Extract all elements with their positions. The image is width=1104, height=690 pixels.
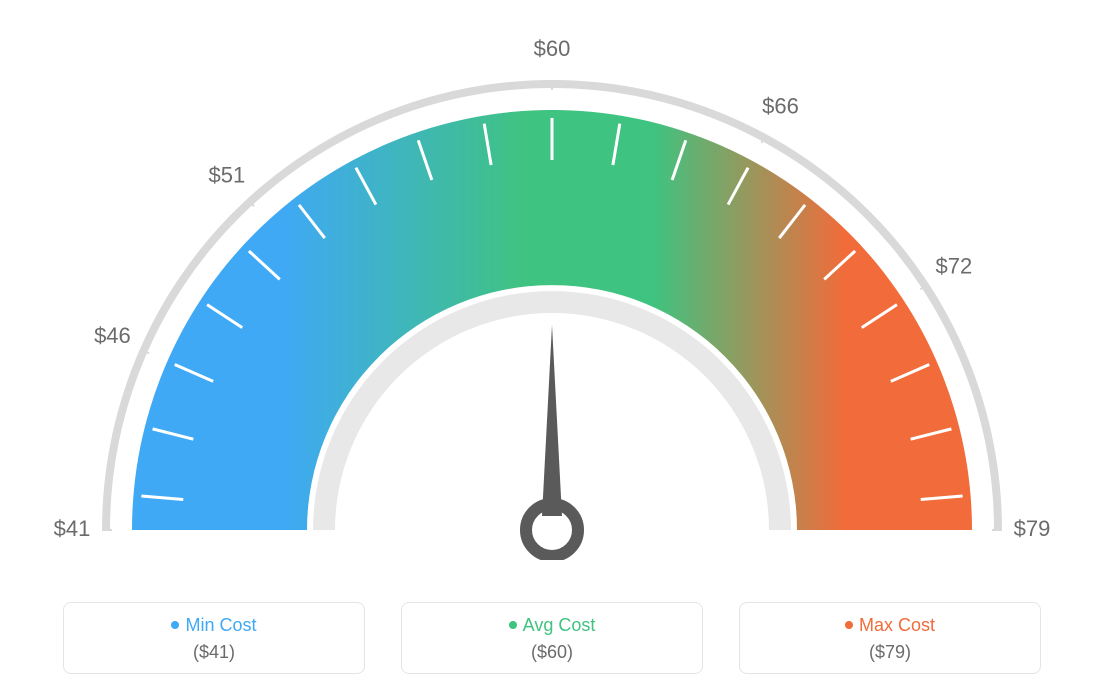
- legend-label: Min Cost: [185, 615, 256, 635]
- legend-value: ($79): [740, 642, 1040, 663]
- gauge-svg: $41 $46 $51 $60 $66 $72 $79: [0, 0, 1104, 560]
- legend-value: ($41): [64, 642, 364, 663]
- legend-label: Avg Cost: [523, 615, 596, 635]
- legend-label: Max Cost: [859, 615, 935, 635]
- legend-dot-icon: [171, 621, 179, 629]
- tick-label: $60: [534, 36, 571, 61]
- legend-title: Min Cost: [64, 615, 364, 636]
- legend-card: Avg Cost ($60): [401, 602, 703, 674]
- needle: [542, 325, 562, 516]
- legend-dot-icon: [845, 621, 853, 629]
- legend-card: Max Cost ($79): [739, 602, 1041, 674]
- legend-row: Min Cost ($41) Avg Cost ($60) Max Cost ($79): [0, 602, 1104, 674]
- tick-label: $51: [209, 163, 246, 188]
- legend-title: Max Cost: [740, 615, 1040, 636]
- legend-dot-icon: [509, 621, 517, 629]
- tick-label: $41: [54, 516, 91, 541]
- tick-label: $46: [94, 323, 131, 348]
- tick-label: $66: [762, 94, 799, 119]
- cost-gauge-chart: $41 $46 $51 $60 $66 $72 $79 Min Cost ($41) Avg C…: [0, 0, 1104, 690]
- tick-label: $79: [1014, 516, 1051, 541]
- legend-value: ($60): [402, 642, 702, 663]
- tick-label: $72: [935, 253, 972, 278]
- legend-card: Min Cost ($41): [63, 602, 365, 674]
- legend-title: Avg Cost: [402, 615, 702, 636]
